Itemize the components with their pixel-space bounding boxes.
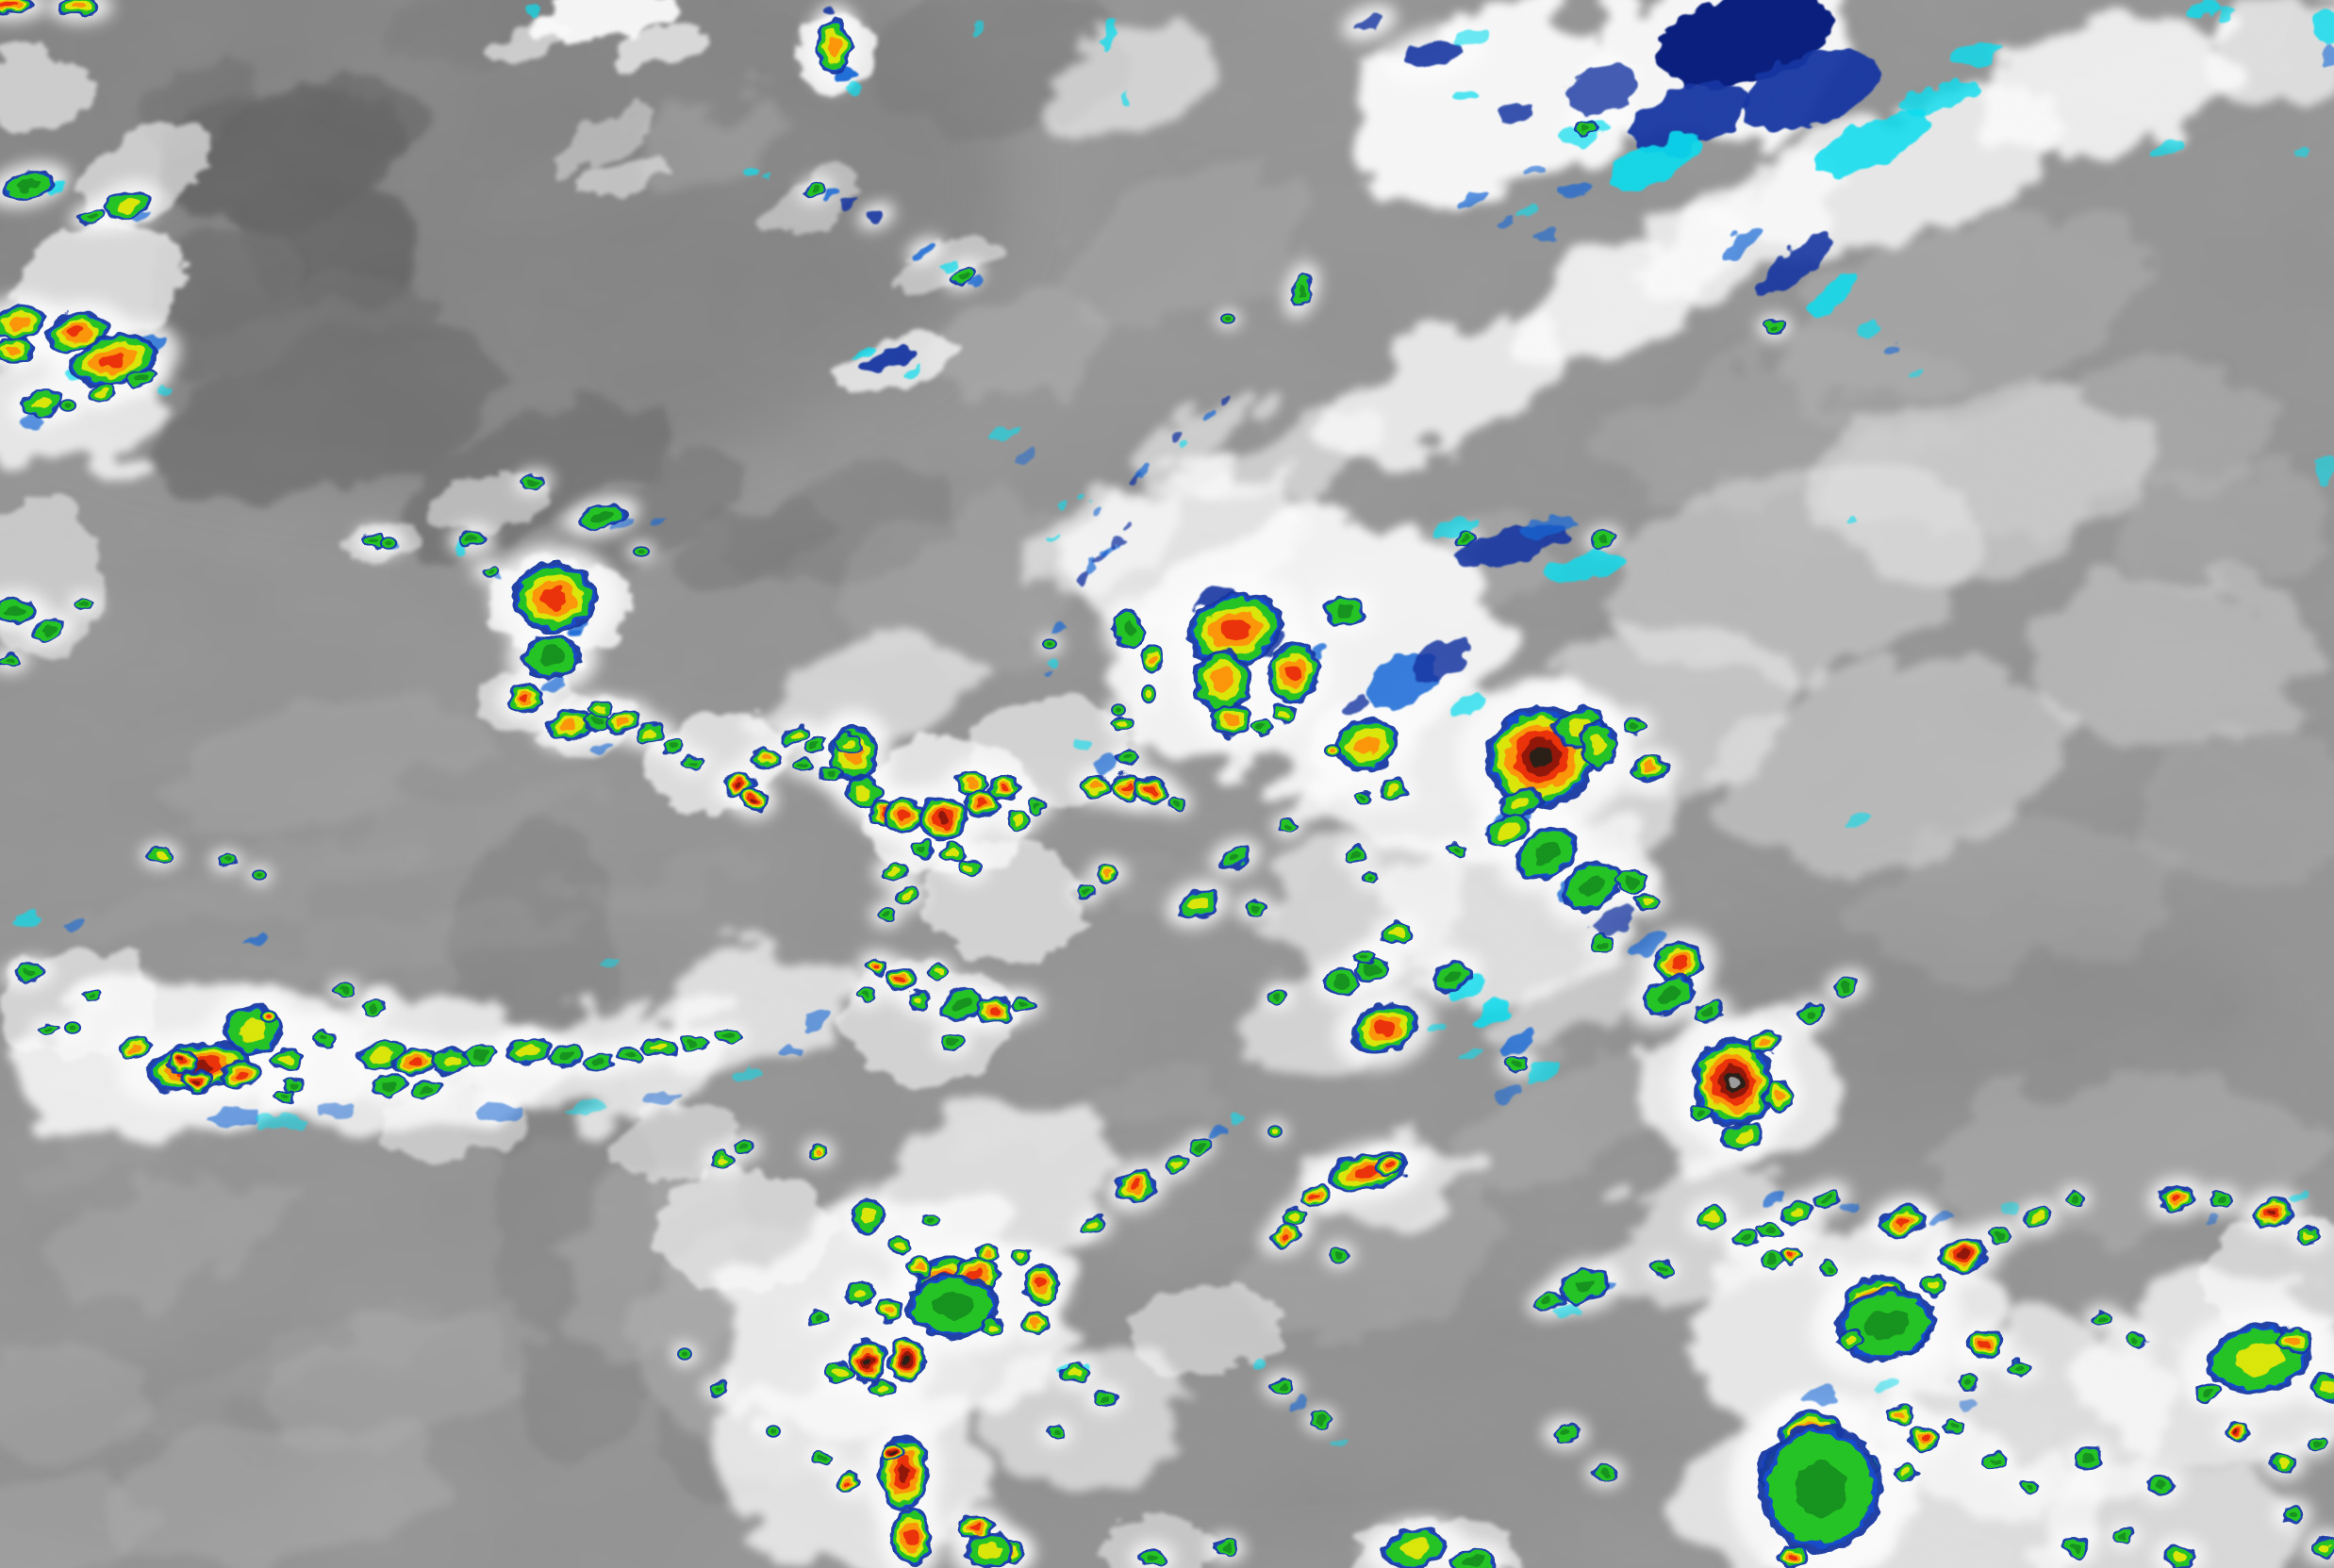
grain-texture: [0, 0, 2334, 1568]
ir-satellite-map: [0, 0, 2334, 1568]
satellite-image-viewer: [0, 0, 2334, 1568]
